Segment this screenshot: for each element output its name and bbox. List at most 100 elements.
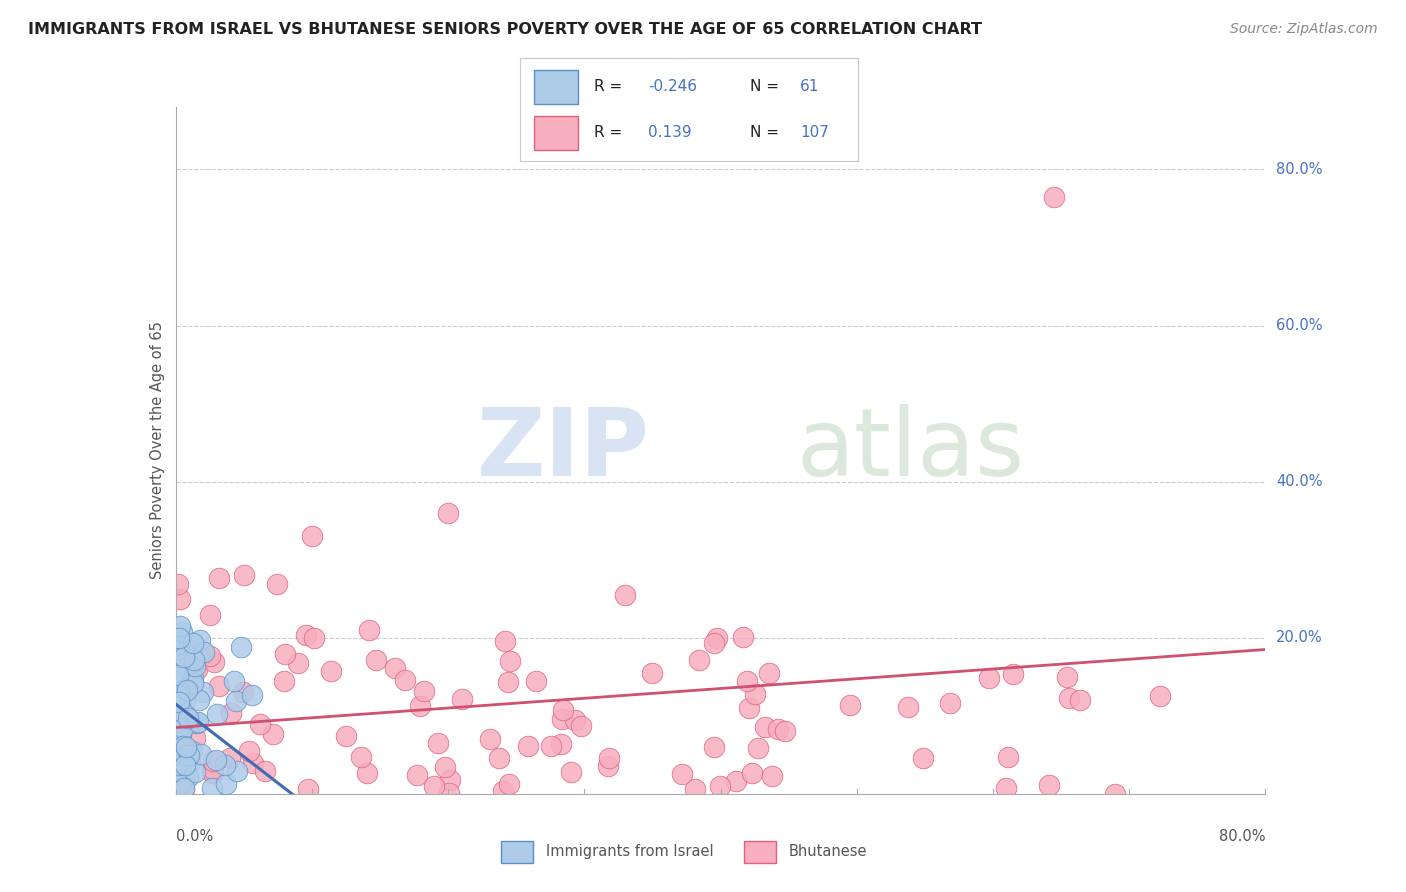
Point — [560, 764, 582, 779]
Point — [181, 744, 204, 758]
Point — [219, 751, 242, 765]
Point — [179, 713, 201, 727]
Point — [897, 699, 920, 714]
Text: 0.139: 0.139 — [648, 126, 692, 140]
Point — [177, 748, 200, 763]
Point — [172, 721, 194, 735]
Point — [242, 756, 264, 771]
Point — [181, 671, 204, 685]
Point — [179, 755, 201, 769]
Point — [1056, 670, 1078, 684]
Point — [174, 748, 197, 763]
Point — [238, 744, 260, 758]
Point — [226, 764, 249, 778]
Point — [478, 732, 501, 747]
Point — [262, 727, 284, 741]
Point — [249, 717, 271, 731]
Point — [183, 652, 205, 666]
Point — [550, 737, 572, 751]
Point — [754, 720, 776, 734]
Point — [169, 777, 191, 791]
Point — [994, 780, 1017, 795]
Point — [266, 577, 288, 591]
Point — [174, 681, 197, 696]
Point — [703, 740, 725, 755]
Point — [170, 625, 193, 640]
Point — [173, 782, 195, 797]
Point — [1104, 787, 1126, 801]
Point — [193, 685, 215, 699]
Point — [685, 782, 707, 797]
Point — [839, 698, 862, 712]
Point — [180, 643, 202, 657]
Point — [165, 638, 187, 652]
Point — [188, 692, 211, 706]
Point — [187, 714, 209, 729]
Point — [198, 649, 221, 664]
Point — [193, 645, 215, 659]
Text: 80.0%: 80.0% — [1277, 162, 1323, 177]
Point — [1069, 692, 1091, 706]
Point — [232, 685, 254, 699]
Point — [741, 765, 763, 780]
Point — [517, 739, 540, 753]
Point — [201, 762, 224, 776]
Point — [180, 659, 202, 673]
Point — [214, 757, 236, 772]
Point — [219, 706, 242, 721]
Point — [409, 698, 432, 713]
Text: atlas: atlas — [797, 404, 1025, 497]
Point — [165, 708, 187, 723]
Y-axis label: Seniors Poverty Over the Age of 65: Seniors Poverty Over the Age of 65 — [149, 321, 165, 580]
Point — [761, 769, 783, 783]
Point — [394, 673, 416, 688]
Point — [1001, 666, 1024, 681]
Point — [569, 719, 592, 733]
Point — [183, 675, 205, 690]
Point — [202, 754, 225, 768]
Point — [997, 750, 1019, 764]
Point — [499, 654, 522, 668]
Point — [169, 729, 191, 743]
Point — [177, 711, 200, 725]
Point — [229, 640, 252, 654]
Point — [190, 747, 212, 762]
Point — [302, 631, 325, 645]
Point — [186, 716, 208, 731]
Text: 80.0%: 80.0% — [1219, 829, 1265, 844]
Point — [174, 694, 197, 708]
Point — [254, 764, 277, 778]
Point — [709, 779, 731, 793]
Point — [733, 631, 755, 645]
Point — [169, 619, 191, 633]
Point — [167, 695, 190, 709]
Point — [768, 722, 790, 736]
Point — [232, 568, 254, 582]
Text: N =: N = — [749, 126, 783, 140]
Point — [598, 759, 620, 773]
Point — [641, 665, 664, 680]
Bar — [534, 70, 578, 104]
Bar — [501, 840, 533, 863]
Point — [614, 588, 637, 602]
Point — [1038, 778, 1060, 792]
Text: Immigrants from Israel: Immigrants from Israel — [546, 845, 714, 859]
Point — [274, 648, 297, 662]
Point — [205, 707, 228, 722]
Text: Source: ZipAtlas.com: Source: ZipAtlas.com — [1230, 22, 1378, 37]
Point — [177, 639, 200, 653]
Point — [169, 764, 191, 778]
Point — [205, 753, 228, 767]
Point — [167, 688, 190, 702]
Point — [492, 784, 515, 798]
Point — [222, 673, 245, 688]
Point — [671, 767, 693, 781]
Point — [273, 674, 295, 689]
Point — [169, 727, 191, 741]
Text: 20.0%: 20.0% — [1277, 631, 1323, 645]
Point — [172, 739, 194, 753]
Point — [172, 742, 194, 756]
Point — [183, 731, 205, 746]
Point — [356, 765, 378, 780]
Point — [437, 506, 460, 520]
